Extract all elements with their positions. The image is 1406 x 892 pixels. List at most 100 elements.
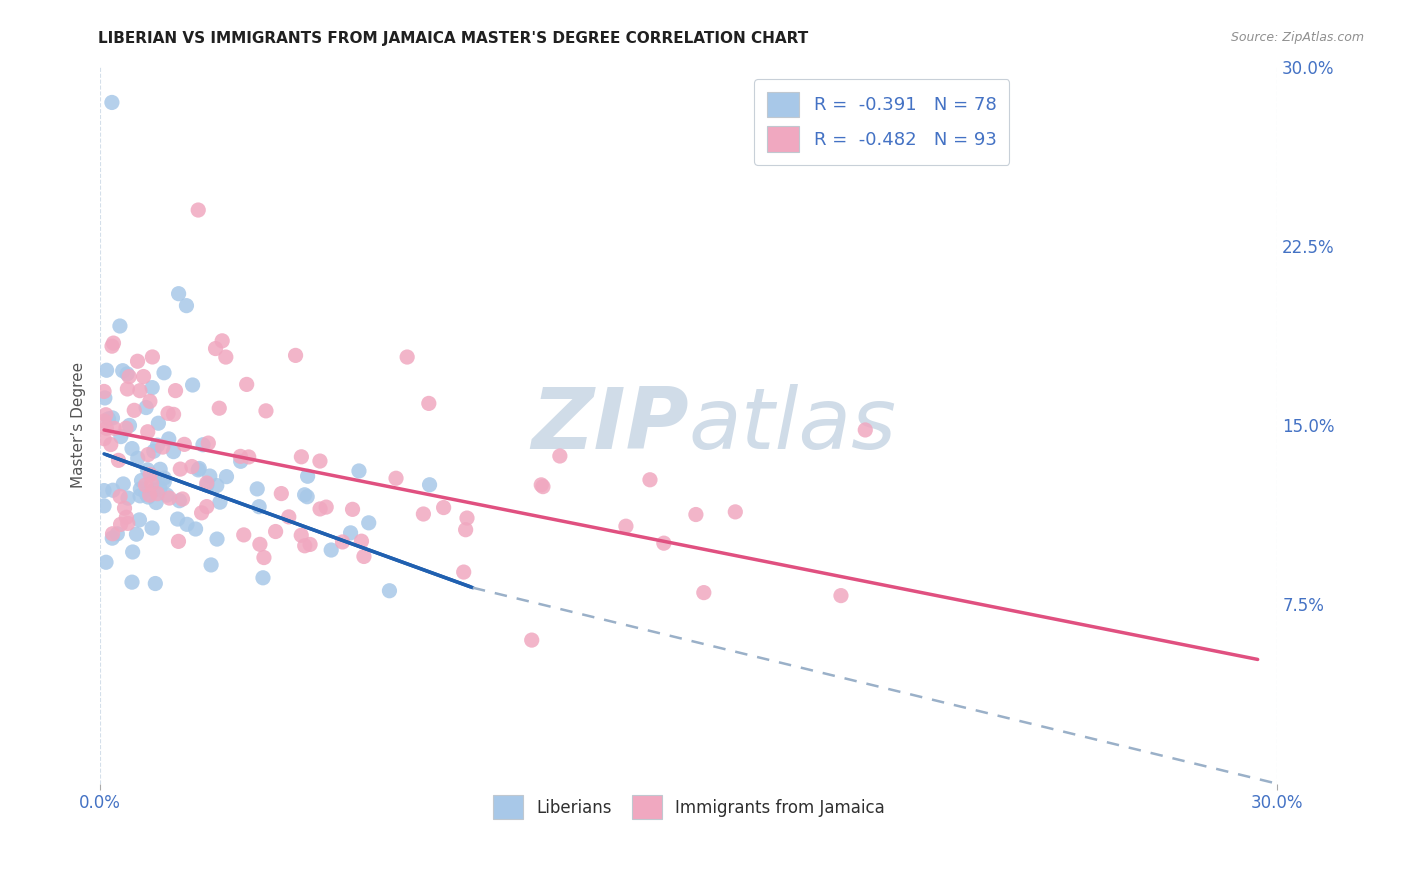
Point bbox=[204, 342, 226, 356]
Point bbox=[638, 473, 661, 487]
Point bbox=[180, 459, 202, 474]
Point bbox=[350, 534, 373, 549]
Point bbox=[246, 482, 269, 496]
Point bbox=[229, 450, 252, 464]
Point bbox=[127, 451, 149, 466]
Point bbox=[295, 490, 318, 504]
Point bbox=[139, 467, 162, 482]
Point bbox=[146, 486, 169, 500]
Point bbox=[290, 450, 312, 464]
Point bbox=[191, 438, 214, 452]
Point bbox=[195, 478, 218, 492]
Point bbox=[235, 377, 257, 392]
Point bbox=[548, 449, 571, 463]
Point bbox=[114, 501, 136, 516]
Point bbox=[143, 470, 166, 484]
Point bbox=[270, 486, 292, 500]
Point bbox=[121, 575, 143, 590]
Point bbox=[685, 508, 707, 522]
Point bbox=[93, 499, 115, 513]
Point bbox=[134, 478, 156, 492]
Point bbox=[229, 454, 252, 468]
Point bbox=[94, 555, 117, 569]
Point bbox=[111, 364, 134, 378]
Point bbox=[309, 454, 332, 468]
Point bbox=[176, 299, 198, 313]
Point bbox=[332, 535, 354, 549]
Point bbox=[172, 491, 194, 506]
Point bbox=[136, 425, 159, 439]
Point bbox=[101, 95, 124, 110]
Point bbox=[136, 448, 159, 462]
Point bbox=[128, 384, 150, 398]
Point bbox=[142, 483, 165, 498]
Point bbox=[724, 505, 747, 519]
Point bbox=[339, 525, 361, 540]
Point bbox=[693, 585, 716, 599]
Point bbox=[195, 500, 218, 514]
Text: Source: ZipAtlas.com: Source: ZipAtlas.com bbox=[1230, 31, 1364, 45]
Point bbox=[614, 519, 637, 533]
Point bbox=[284, 348, 307, 362]
Point bbox=[143, 576, 166, 591]
Point bbox=[165, 384, 187, 398]
Point bbox=[110, 429, 132, 443]
Point bbox=[101, 411, 124, 425]
Point bbox=[357, 516, 380, 530]
Point bbox=[195, 476, 218, 491]
Point bbox=[141, 381, 163, 395]
Point bbox=[135, 401, 157, 415]
Point bbox=[93, 432, 115, 446]
Point bbox=[96, 363, 118, 377]
Point bbox=[412, 507, 434, 521]
Point bbox=[454, 523, 477, 537]
Point bbox=[115, 367, 138, 381]
Point bbox=[149, 482, 172, 496]
Point bbox=[122, 403, 145, 417]
Point bbox=[117, 491, 139, 505]
Point bbox=[149, 462, 172, 476]
Point bbox=[309, 502, 332, 516]
Point bbox=[167, 286, 190, 301]
Point bbox=[197, 436, 219, 450]
Point bbox=[299, 537, 322, 551]
Point bbox=[181, 378, 204, 392]
Point bbox=[156, 488, 179, 502]
Point bbox=[121, 545, 143, 559]
Point bbox=[101, 526, 124, 541]
Point bbox=[253, 550, 276, 565]
Point bbox=[215, 469, 238, 483]
Point bbox=[141, 350, 163, 364]
Point bbox=[215, 350, 238, 364]
Point bbox=[315, 500, 337, 515]
Point bbox=[135, 487, 157, 501]
Point bbox=[453, 565, 475, 579]
Point bbox=[145, 495, 167, 509]
Point bbox=[131, 474, 153, 488]
Point bbox=[169, 462, 191, 476]
Point bbox=[103, 421, 125, 435]
Point bbox=[117, 516, 139, 531]
Point bbox=[167, 534, 190, 549]
Point bbox=[294, 488, 316, 502]
Point bbox=[830, 589, 852, 603]
Point bbox=[153, 366, 176, 380]
Point bbox=[347, 464, 370, 478]
Point bbox=[419, 477, 441, 491]
Point bbox=[128, 513, 150, 527]
Point bbox=[136, 490, 159, 504]
Point bbox=[294, 539, 316, 553]
Point bbox=[232, 528, 254, 542]
Text: LIBERIAN VS IMMIGRANTS FROM JAMAICA MASTER'S DEGREE CORRELATION CHART: LIBERIAN VS IMMIGRANTS FROM JAMAICA MAST… bbox=[98, 31, 808, 46]
Point bbox=[127, 354, 149, 368]
Point bbox=[433, 500, 456, 515]
Point bbox=[531, 480, 554, 494]
Point bbox=[297, 469, 319, 483]
Point bbox=[247, 500, 270, 514]
Point bbox=[208, 495, 231, 509]
Point bbox=[277, 509, 299, 524]
Point bbox=[520, 633, 543, 648]
Point bbox=[103, 336, 125, 351]
Point bbox=[190, 506, 212, 520]
Point bbox=[139, 394, 162, 409]
